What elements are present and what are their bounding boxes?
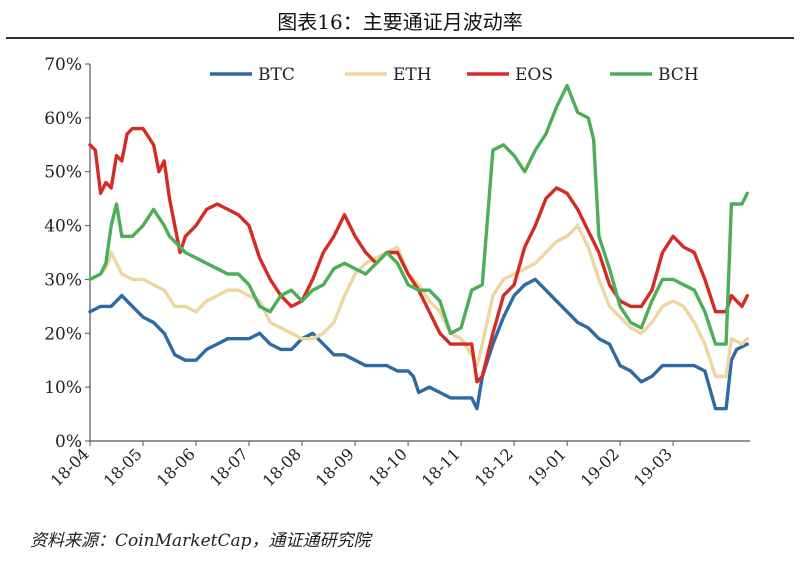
legend-label-eth: ETH [393,65,432,85]
volatility-line-chart: 0%10%20%30%40%50%60%70%18-04 18-05 18-06 18… [44,55,750,490]
legend: BTC ETH EOS BCH [210,65,699,85]
x-tick-label: 18-08 [259,444,305,490]
y-tick-label: 60% [44,109,82,129]
x-tick-label: 19-01 [524,444,570,490]
y-tick-label: 10% [44,378,82,398]
legend-label-eos: EOS [515,65,553,85]
x-tick-label: 18-12 [471,444,517,490]
x-tick-label: 18-11 [418,444,464,490]
y-tick-label: 50% [44,163,82,183]
y-tick-label: 0% [55,432,82,452]
x-tick-label: 19-02 [577,444,623,490]
source-note: 资料来源：CoinMarketCap，通证通研究院 [30,531,371,551]
x-tick-label: 18-10 [365,444,411,490]
series-line-btc [88,277,749,411]
series-line-eth [88,223,749,379]
chart-title: 图表16：主要通证月波动率 [277,10,523,34]
x-tick-label: 18-07 [206,444,252,490]
y-tick-label: 20% [44,324,82,344]
y-tick-label: 70% [44,55,82,75]
x-tick-label: 18-05 [100,444,146,490]
y-tick-label: 40% [44,217,82,237]
series-line-bch [88,83,749,346]
x-tick-label: 19-03 [630,444,676,490]
series-line-eos [88,126,749,384]
legend-label-bch: BCH [658,65,699,85]
title-divider [6,37,794,39]
x-tick-label: 18-09 [312,444,358,490]
x-tick-label: 18-06 [153,444,199,490]
axes: 0%10%20%30%40%50%60%70%18-04 18-05 18-06 18… [44,55,750,490]
legend-label-btc: BTC [258,65,295,85]
y-tick-label: 30% [44,270,82,290]
series-layer [88,83,749,411]
